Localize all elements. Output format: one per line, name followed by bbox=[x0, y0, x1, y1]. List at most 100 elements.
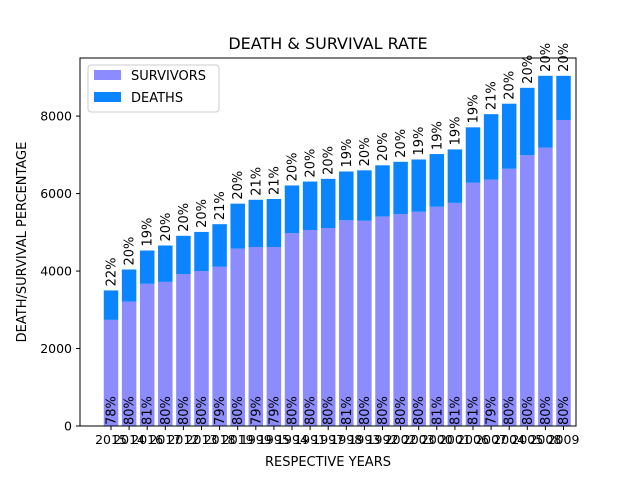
x-tick-label: 2014 bbox=[113, 432, 145, 447]
bar-survivors bbox=[429, 206, 445, 426]
bar-survivors bbox=[556, 119, 571, 427]
bar-survivors bbox=[302, 229, 318, 426]
bar-deaths bbox=[176, 235, 191, 275]
bar-survivors bbox=[447, 202, 463, 426]
x-tick-label: 2018 bbox=[204, 432, 236, 447]
x-tick-label: 2003 bbox=[403, 432, 435, 447]
label-survivors-pct: 80% bbox=[557, 396, 572, 425]
y-tick-label: 2000 bbox=[40, 341, 72, 356]
bar-deaths bbox=[447, 149, 463, 203]
x-tick-label: 2001 bbox=[439, 432, 471, 447]
label-survivors-pct: 79% bbox=[249, 396, 264, 425]
x-tick-label: 2015 bbox=[95, 432, 127, 447]
x-tick-label: 2008 bbox=[529, 432, 561, 447]
bar-survivors bbox=[339, 220, 354, 426]
bar-deaths bbox=[357, 170, 372, 221]
label-survivors-pct: 81% bbox=[430, 396, 445, 425]
x-tick-label: 1995 bbox=[258, 432, 290, 447]
bar-deaths bbox=[158, 245, 173, 282]
label-deaths-pct: 21% bbox=[213, 191, 228, 220]
x-tick-label: 2006 bbox=[457, 432, 489, 447]
x-tick-label: 2000 bbox=[421, 432, 453, 447]
bar-survivors bbox=[212, 266, 227, 426]
bar-deaths bbox=[339, 171, 354, 221]
x-tick-label: 2009 bbox=[548, 432, 580, 447]
x-tick-label: 1991 bbox=[294, 432, 326, 447]
x-tick-label: 2016 bbox=[131, 432, 163, 447]
y-axis: 0 2000 4000 6000 8000 bbox=[40, 109, 80, 434]
x-axis: 2015201420162017201220132018201919991995… bbox=[95, 426, 579, 447]
x-tick-label: 2013 bbox=[186, 432, 218, 447]
label-survivors-pct: 80% bbox=[503, 396, 518, 425]
label-deaths-pct: 19% bbox=[430, 121, 445, 150]
label-survivors-pct: 80% bbox=[412, 396, 427, 425]
y-tick-label: 8000 bbox=[40, 109, 72, 124]
label-survivors-pct: 79% bbox=[267, 396, 282, 425]
x-tick-label: 2019 bbox=[222, 432, 254, 447]
bar-survivors bbox=[103, 319, 119, 426]
bar-survivors bbox=[158, 281, 173, 426]
label-deaths-pct: 20% bbox=[177, 203, 192, 232]
bar-deaths bbox=[556, 75, 571, 120]
bar-survivors bbox=[176, 274, 191, 426]
bar-survivors bbox=[121, 301, 137, 426]
x-tick-label: 2002 bbox=[385, 432, 417, 447]
bar-deaths bbox=[320, 178, 336, 229]
bar-survivors bbox=[357, 220, 372, 426]
x-tick-label: 1992 bbox=[367, 432, 399, 447]
label-survivors-pct: 80% bbox=[376, 396, 391, 425]
label-survivors-pct: 81% bbox=[340, 396, 355, 425]
bar-survivors bbox=[538, 147, 553, 426]
label-deaths-pct: 21% bbox=[485, 81, 500, 110]
label-survivors-pct: 80% bbox=[521, 396, 536, 425]
bar-deaths bbox=[212, 224, 227, 267]
chart-title: DEATH & SURVIVAL RATE bbox=[228, 34, 427, 53]
bar-deaths bbox=[429, 154, 445, 207]
label-deaths-pct: 20% bbox=[358, 137, 373, 166]
label-survivors-pct: 81% bbox=[448, 396, 463, 425]
bar-deaths bbox=[538, 75, 553, 148]
bar-deaths bbox=[121, 269, 137, 302]
y-tick-label: 4000 bbox=[40, 264, 72, 279]
label-deaths-pct: 19% bbox=[340, 139, 355, 168]
label-survivors-pct: 80% bbox=[394, 396, 409, 425]
x-tick-label: 2004 bbox=[493, 432, 525, 447]
bar-survivors bbox=[393, 214, 408, 426]
x-tick-label: 2007 bbox=[475, 432, 507, 447]
label-survivors-pct: 80% bbox=[123, 396, 138, 425]
x-tick-label: 1993 bbox=[348, 432, 380, 447]
label-deaths-pct: 20% bbox=[557, 43, 572, 72]
bar-survivors bbox=[375, 216, 390, 426]
bar-deaths bbox=[139, 250, 155, 284]
y-tick-label: 6000 bbox=[40, 186, 72, 201]
label-deaths-pct: 19% bbox=[412, 127, 427, 156]
label-survivors-pct: 80% bbox=[286, 396, 301, 425]
bar-survivors bbox=[248, 247, 264, 426]
bar-deaths bbox=[103, 290, 119, 320]
label-deaths-pct: 20% bbox=[539, 43, 554, 72]
bar-deaths bbox=[501, 103, 517, 169]
label-deaths-pct: 20% bbox=[503, 71, 518, 100]
label-deaths-pct: 20% bbox=[521, 55, 536, 84]
x-axis-label: RESPECTIVE YEARS bbox=[265, 455, 391, 470]
label-survivors-pct: 80% bbox=[539, 396, 554, 425]
label-survivors-pct: 80% bbox=[195, 396, 210, 425]
bar-survivors bbox=[501, 168, 517, 427]
bar-deaths bbox=[520, 87, 535, 156]
plot-frame bbox=[79, 57, 577, 427]
bar-survivors bbox=[483, 179, 499, 426]
bar-survivors bbox=[230, 248, 245, 426]
bar-deaths bbox=[230, 203, 245, 249]
label-deaths-pct: 20% bbox=[195, 199, 210, 228]
y-axis-label: DEATH/SURVIVAL PERCENTAGE bbox=[15, 142, 30, 343]
label-deaths-pct: 20% bbox=[322, 146, 337, 175]
bar-deaths bbox=[302, 181, 318, 230]
label-deaths-pct: 19% bbox=[448, 117, 463, 146]
bar-survivors bbox=[194, 271, 209, 426]
x-tick-label: 1998 bbox=[330, 432, 362, 447]
legend-label: DEATHS bbox=[131, 91, 183, 106]
bar-deaths bbox=[393, 161, 408, 215]
label-deaths-pct: 20% bbox=[159, 213, 174, 242]
label-survivors-pct: 80% bbox=[322, 396, 337, 425]
bar-deaths bbox=[465, 127, 481, 183]
